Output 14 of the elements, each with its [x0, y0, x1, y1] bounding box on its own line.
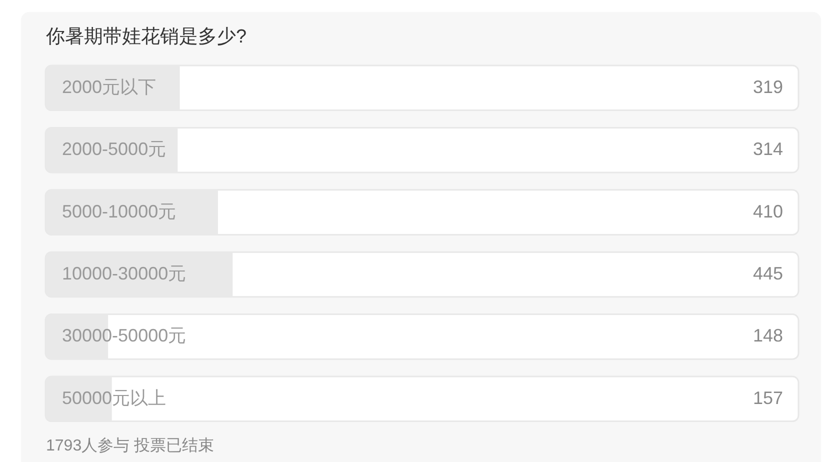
- data-label: 157: [752, 388, 783, 408]
- chart-title: 你暑期带娃花销是多少?: [45, 26, 247, 48]
- y-tick-label: 2000元以下: [62, 76, 156, 97]
- y-tick-label: 50000元以上: [62, 388, 166, 408]
- y-tick-label: 30000-50000元: [62, 326, 186, 346]
- data-label: 445: [752, 263, 783, 284]
- data-label: 148: [752, 326, 783, 346]
- text: 1793人参与 投票已结束: [46, 436, 214, 454]
- data-label: 319: [752, 76, 783, 97]
- data-label: 314: [752, 139, 783, 160]
- y-tick-label: 2000-5000元: [62, 139, 166, 160]
- y-tick-label: 5000-10000元: [62, 201, 176, 222]
- y-tick-label: 10000-30000元: [62, 263, 186, 284]
- data-label: 410: [752, 201, 783, 222]
